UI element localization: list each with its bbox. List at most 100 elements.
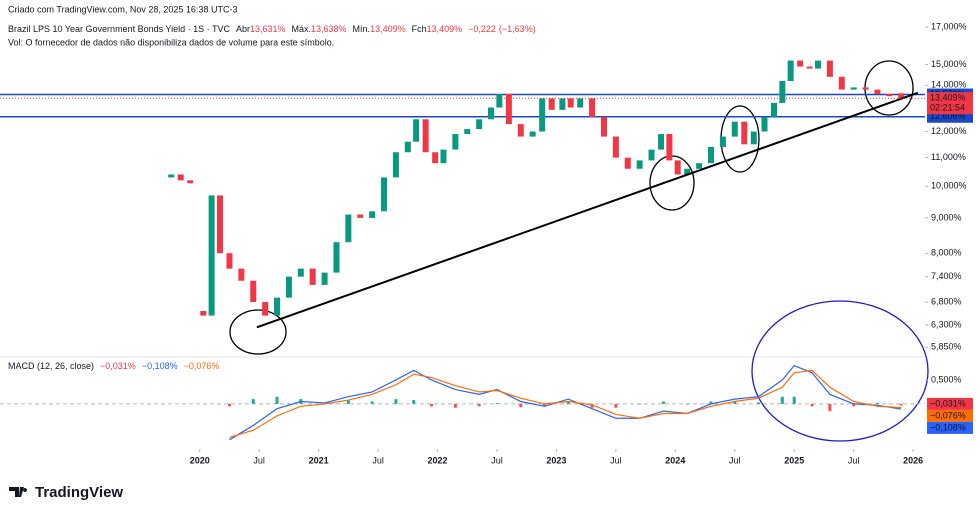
histogram-bar — [852, 403, 856, 407]
candle — [168, 174, 175, 178]
legend-name: Máx. — [292, 24, 312, 34]
candle — [898, 93, 905, 99]
histogram-bar — [543, 403, 547, 407]
candle — [345, 214, 352, 243]
y-tick-label: 14,000% — [931, 80, 967, 90]
histogram-bar — [733, 401, 737, 404]
histogram-bar — [477, 403, 481, 407]
candle — [750, 131, 757, 145]
x-tick-label: 2023 — [546, 455, 566, 465]
candle — [548, 98, 555, 110]
candle — [600, 116, 607, 137]
candle — [392, 152, 399, 178]
histogram-bar — [227, 403, 231, 407]
x-tick-label: Jul — [491, 455, 503, 465]
histogram-bar — [566, 401, 570, 404]
candle — [658, 134, 665, 150]
candle — [226, 253, 233, 269]
x-tick-label: 2026 — [903, 455, 923, 465]
candle — [432, 152, 439, 164]
legend-value: 13,638% — [311, 24, 347, 34]
macd-line — [229, 364, 902, 441]
chart-title: Brazil LPS 10 Year Government Bonds Yiel… — [8, 24, 230, 34]
legend-name: Mín. — [353, 24, 371, 34]
x-tick-label: 2022 — [428, 455, 448, 465]
x-tick-label: Jul — [848, 455, 860, 465]
candle — [285, 276, 292, 298]
candle — [238, 268, 245, 281]
change-pct: (−1,63%) — [499, 24, 536, 34]
candle — [850, 87, 857, 90]
candle — [476, 119, 483, 130]
candle — [589, 98, 596, 117]
countdown: 02:21:54 — [930, 103, 965, 113]
histogram-bar — [899, 403, 903, 406]
candle — [761, 116, 768, 132]
candle — [187, 180, 194, 184]
candle — [567, 98, 574, 108]
readout-label: −0,108% — [930, 422, 966, 432]
y-tick-label: 12,000% — [931, 126, 967, 136]
candle — [696, 163, 703, 169]
candle — [200, 310, 207, 316]
candle — [539, 98, 546, 132]
x-tick-label: 2020 — [190, 455, 210, 465]
candle — [505, 93, 512, 125]
candle — [874, 89, 881, 94]
candle — [404, 141, 411, 153]
candle — [731, 121, 738, 137]
candle — [517, 124, 524, 137]
change: −0,222 — [468, 24, 496, 34]
candle — [707, 146, 714, 164]
histogram-bar — [394, 399, 398, 404]
candle — [369, 211, 376, 218]
candle — [838, 76, 845, 90]
candle — [208, 195, 215, 316]
candle — [464, 129, 471, 135]
x-tick-label: Jul — [253, 455, 265, 465]
price-label: 12,606% — [930, 111, 966, 121]
histogram-bar — [346, 400, 350, 404]
histogram-bar — [780, 396, 784, 404]
y-tick-label: 10,000% — [931, 181, 967, 191]
annotation-circle — [751, 300, 929, 442]
histogram-bar — [810, 403, 814, 407]
candle — [488, 107, 495, 120]
macd-legend-value: −0,031% — [100, 361, 136, 371]
candle — [297, 268, 304, 277]
histogram-bar — [251, 399, 255, 404]
histogram-bar — [757, 402, 761, 404]
x-tick-label: 2024 — [665, 455, 685, 465]
readout-label: −0,031% — [930, 398, 966, 408]
candle — [321, 272, 328, 285]
brand: TradingView — [35, 484, 123, 501]
histogram-bar — [412, 400, 416, 404]
histogram-bar — [792, 396, 796, 404]
candle — [452, 134, 459, 150]
candle — [719, 136, 726, 147]
candle — [806, 66, 813, 69]
chart-title-line: Brazil LPS 10 Year Government Bonds Yiel… — [8, 24, 536, 34]
candle — [413, 119, 420, 142]
macd-title: MACD (12, 26, close) — [8, 361, 94, 371]
candle — [862, 87, 869, 90]
y-tick-label: 15,000% — [931, 59, 967, 69]
candle — [216, 195, 223, 254]
candle — [496, 93, 503, 108]
candle — [797, 60, 804, 67]
candle — [262, 302, 269, 316]
candle — [648, 149, 655, 161]
candle — [779, 81, 786, 103]
readout-box — [927, 397, 973, 410]
legend-value: 13,409% — [427, 24, 463, 34]
histogram-bar — [614, 403, 618, 408]
brand-logo — [9, 487, 28, 497]
legend-value: 13,631% — [250, 24, 286, 34]
readout-box — [927, 421, 973, 434]
candle — [636, 160, 643, 169]
x-tick-label: Jul — [610, 455, 622, 465]
candle — [274, 297, 281, 316]
candle — [559, 98, 566, 110]
